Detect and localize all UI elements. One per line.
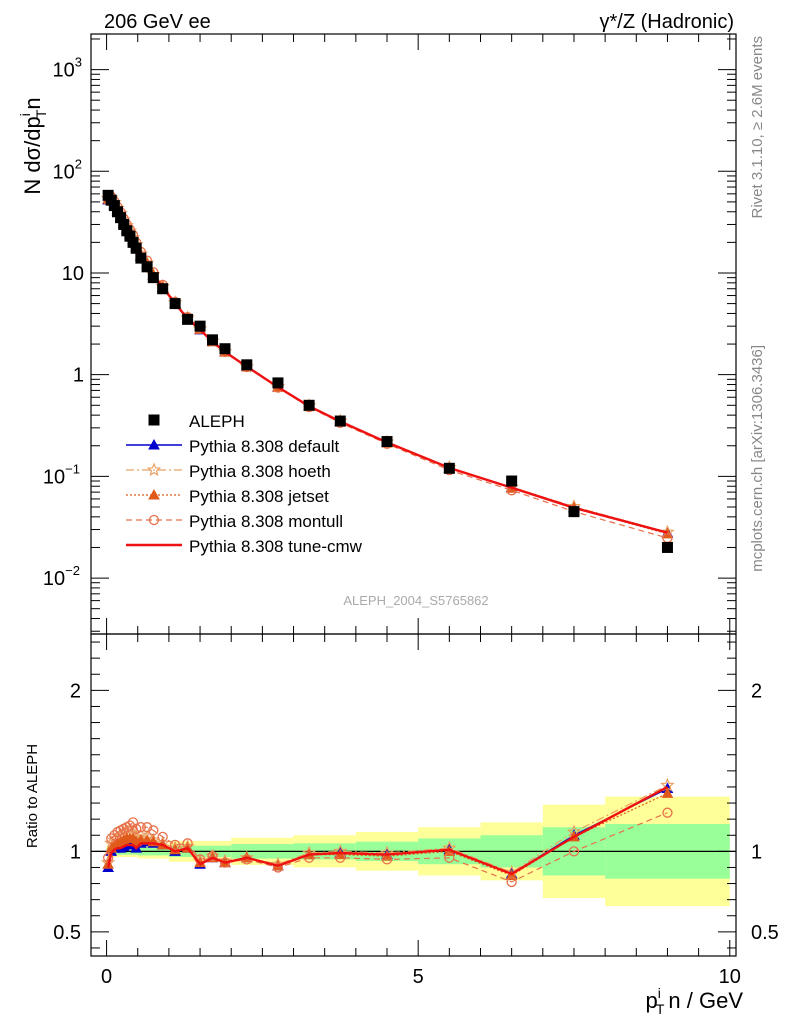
ratio-tick-label-right-2: 2 (751, 680, 762, 702)
data-point (241, 359, 253, 371)
ratio-point-jetset (661, 787, 674, 798)
legend-marker-hoeth (146, 462, 162, 477)
side-text-top: Rivet 3.1.10, ≥ 2.6M events (749, 36, 766, 219)
ratio-tick-label-left-0.5: 0.5 (53, 922, 81, 944)
data-point (124, 230, 136, 242)
data-point (115, 212, 127, 224)
data-point (272, 377, 284, 389)
ratio-point-montull (135, 822, 147, 833)
ratio-point-montull (568, 846, 580, 857)
series-line-hoeth (107, 197, 668, 533)
legend-marker-montull (148, 514, 160, 526)
data-point (135, 252, 147, 264)
data-point (118, 218, 130, 230)
data-point (147, 272, 159, 284)
watermark: ALEPH_2004_S5765862 (343, 593, 488, 608)
data-point (661, 541, 673, 553)
data-point (443, 462, 455, 474)
ratio-point-montull (662, 807, 673, 818)
data-point (141, 261, 153, 273)
ratio-tick-label-left-2: 2 (70, 680, 81, 702)
data-point (568, 506, 580, 518)
ratio-point-montull (157, 831, 168, 843)
legend-label-default: Pythia 8.308 default (189, 437, 340, 456)
y-tick-label-top-5: 10−2 (43, 563, 80, 590)
ratio-tick-label-right-0.5: 0.5 (751, 922, 779, 944)
data-point (111, 206, 123, 218)
y-tick-label-top-4: 10−1 (43, 461, 80, 488)
legend-marker-default (148, 438, 160, 450)
ratio-point-montull (141, 822, 153, 833)
ratio-point-montull (131, 823, 142, 834)
ratio-line-tune-cmw (106, 785, 668, 876)
ratio-tick-label-left-1: 1 (70, 841, 81, 863)
series-line-tune-cmw (107, 198, 668, 534)
data-point (207, 334, 219, 346)
data-point (303, 399, 315, 411)
series-line-jetset (108, 198, 668, 535)
ratio-point-montull (444, 852, 455, 863)
data-point (127, 236, 139, 248)
data-point (219, 343, 231, 355)
svg-text:piTn / GeV: pi Tn / GeV (645, 985, 743, 1017)
ratio-point-montull (272, 862, 284, 873)
legend-label-aleph: ALEPH (189, 412, 245, 431)
ratio-point-montull (169, 839, 181, 851)
data-point (194, 320, 206, 332)
x-tick-label-5: 5 (413, 966, 424, 988)
ratio-frame (90, 633, 737, 957)
ratio-point-montull (106, 833, 117, 844)
ratio-tick-label-right-1: 1 (751, 841, 762, 863)
ratio-point-montull (506, 876, 517, 888)
legend-marker-aleph (148, 414, 160, 426)
ratio-line-montull (107, 812, 668, 883)
data-point (381, 436, 393, 448)
legend-marker-jetset (148, 488, 160, 500)
legend-label-hoeth: Pythia 8.308 hoeth (189, 462, 331, 481)
data-points (102, 189, 673, 553)
series-line-default (108, 199, 668, 534)
y-axis-label-top: N dσ/dpiTn (17, 97, 49, 194)
y-tick-label-top-3: 1 (73, 365, 84, 387)
legend-label-montull: Pythia 8.308 montull (189, 512, 343, 531)
ratio-point-montull (207, 851, 218, 862)
ratio-point-montull (124, 820, 136, 831)
x-tick-label-10: 10 (719, 966, 741, 988)
ratio-point-montull (148, 825, 159, 836)
legend-label-jetset: Pythia 8.308 jetset (189, 487, 329, 506)
y-tick-label-top-2: 10 (62, 263, 84, 285)
y-axis-label-ratio: Ratio to ALEPH (24, 744, 41, 848)
legend-label-tune-cmw: Pythia 8.308 tune-cmw (189, 537, 363, 556)
ratio-point-montull (127, 817, 139, 828)
title-right: γ*/Z (Hadronic) (600, 11, 734, 33)
title-left: 206 GeV ee (104, 11, 211, 33)
legend: ALEPH Pythia 8.308 default Pythia 8.308 ho… (126, 412, 363, 556)
svg-text:N dσ/dpiTn: N dσ/dpiTn (17, 97, 49, 194)
y-tick-label-top-1: 102 (53, 156, 82, 183)
x-tick-label-0: 0 (101, 966, 112, 988)
ratio-point-montull (303, 852, 315, 863)
data-point (130, 242, 142, 254)
data-point (506, 475, 518, 487)
data-point (157, 283, 169, 295)
side-text-bottom: mcplots.cern.ch [arXiv:1306.3436] (749, 345, 766, 572)
data-point (334, 415, 346, 427)
top-frame (90, 33, 737, 635)
data-point (182, 313, 194, 325)
data-point (169, 298, 181, 310)
data-point (108, 200, 120, 212)
y-tick-label-top-0: 103 (53, 55, 82, 82)
